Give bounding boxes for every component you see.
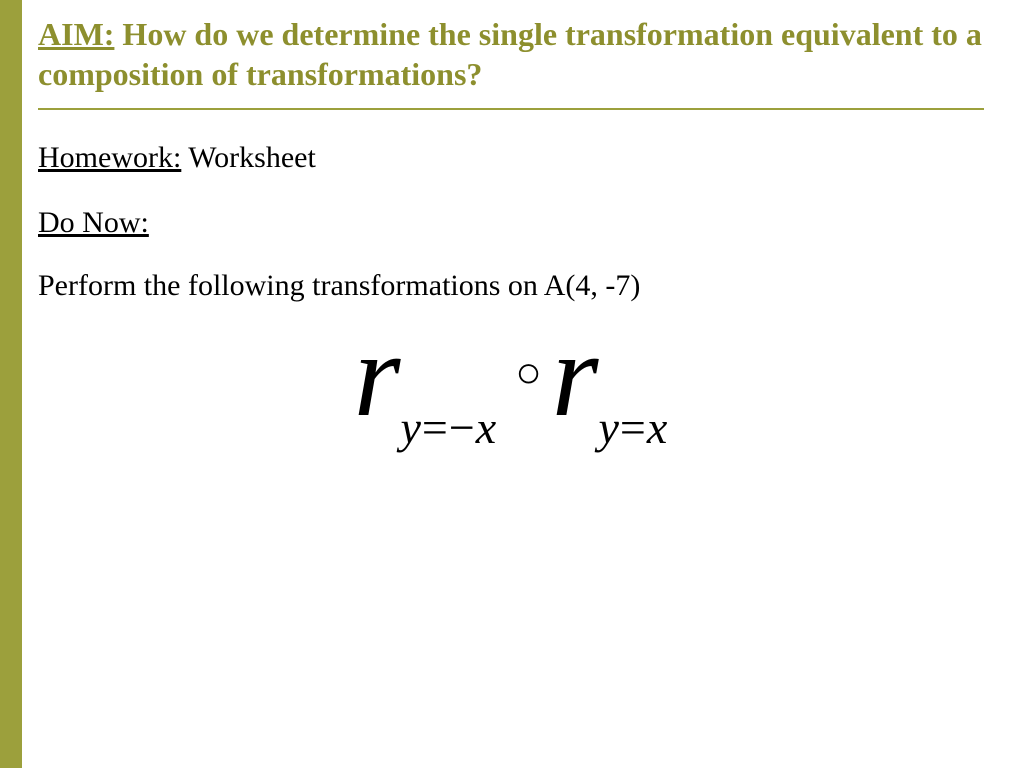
composition-formula: ry=−x ○ry=x — [38, 315, 984, 435]
subscript-1: y=−x — [400, 402, 497, 453]
homework-line: Homework: Worksheet — [38, 138, 984, 177]
compose-symbol: ○ — [515, 347, 542, 398]
accent-sidebar — [0, 0, 22, 768]
subscript-2: y=x — [598, 402, 668, 453]
slide-content: AIM: How do we determine the single tran… — [38, 0, 1024, 435]
aim-heading: AIM: How do we determine the single tran… — [38, 14, 984, 110]
instruction-text: Perform the following transformations on… — [38, 266, 984, 305]
reflection-r-1: r — [354, 308, 401, 441]
aim-label: AIM: — [38, 16, 114, 52]
do-now-line: Do Now: — [38, 203, 984, 242]
homework-label: Homework: — [38, 141, 181, 174]
do-now-label: Do Now: — [38, 206, 149, 239]
reflection-r-2: r — [552, 308, 599, 441]
aim-text: How do we determine the single transform… — [38, 16, 982, 92]
homework-text: Worksheet — [181, 141, 316, 174]
